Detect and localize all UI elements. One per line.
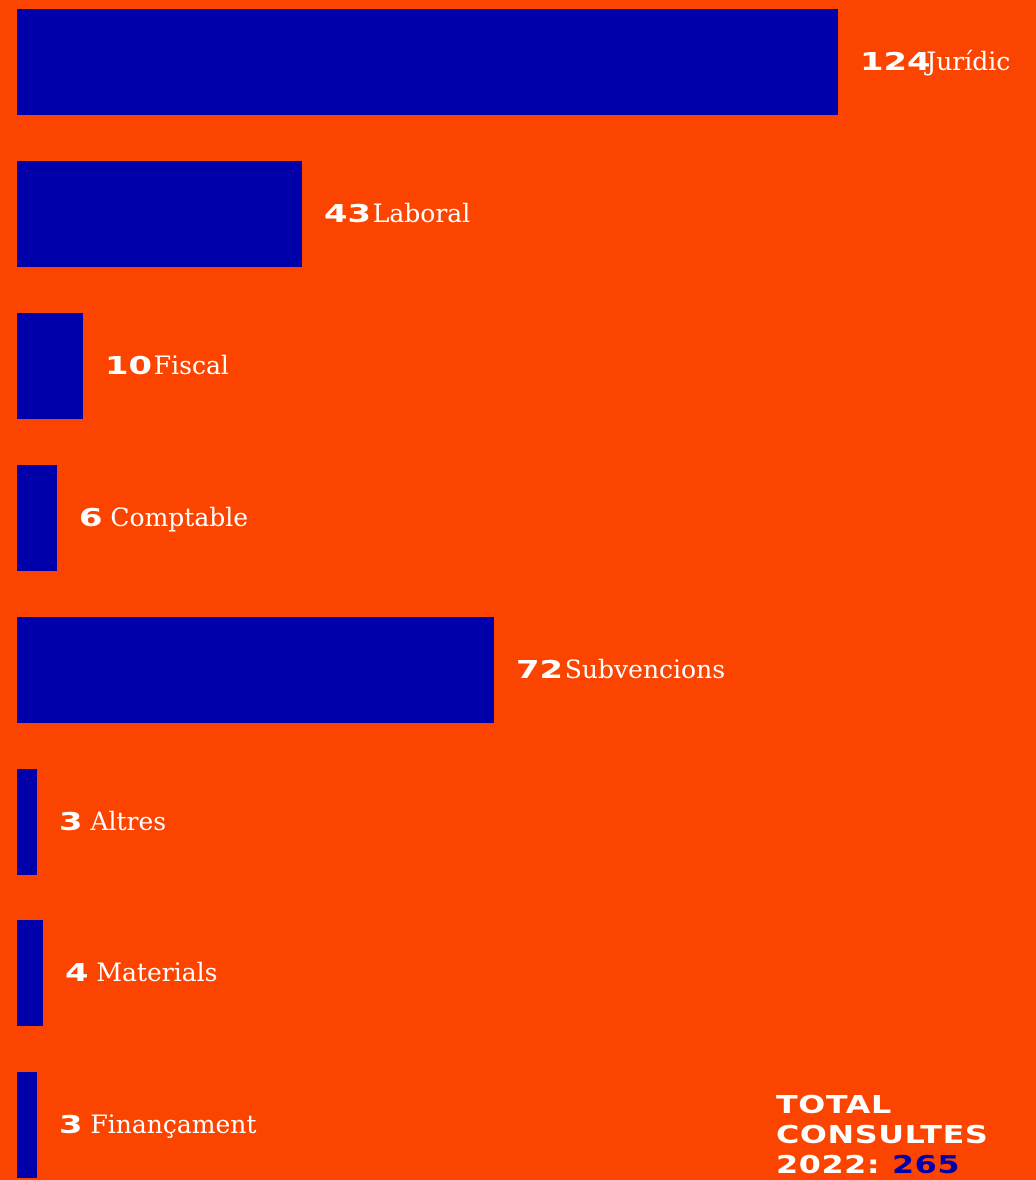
- bar-category: Fiscal: [153, 351, 229, 380]
- bar-value: 72: [516, 655, 563, 684]
- bar-category: Laboral: [372, 199, 471, 228]
- bar-fiscal: [17, 313, 83, 419]
- bar-value: 6: [79, 503, 103, 532]
- bar-label-materials: 4 Materials: [65, 958, 217, 988]
- bar-label-finançament: 3 Finançament: [59, 1110, 256, 1140]
- bar-category: Jurídic: [926, 47, 1011, 76]
- bar-value: 43: [324, 199, 371, 228]
- bar-altres: [17, 769, 37, 875]
- bar-laboral: [17, 161, 302, 267]
- bar-category: Subvencions: [564, 655, 726, 684]
- bar-label-jurídic: 124Jurídic: [860, 47, 1010, 77]
- bar-value: 10: [105, 351, 152, 380]
- bar-value: 124: [860, 47, 931, 76]
- total-line-1: TOTAL: [776, 1090, 892, 1119]
- bar-category: Finançament: [90, 1110, 257, 1139]
- total-line-2: CONSULTES: [776, 1120, 989, 1149]
- total-value: 265: [891, 1150, 961, 1179]
- bar-category: Materials: [96, 958, 218, 987]
- bar-label-subvencions: 72Subvencions: [516, 655, 725, 685]
- bar-label-comptable: 6 Comptable: [79, 503, 248, 533]
- bar-materials: [17, 920, 43, 1026]
- bar-comptable: [17, 465, 57, 571]
- bar-category: Altres: [90, 807, 167, 836]
- bar-value: 4: [65, 958, 89, 987]
- bar-label-altres: 3 Altres: [59, 807, 166, 837]
- bar-value: 3: [59, 1110, 83, 1139]
- total-line-3: 2022: 265: [776, 1150, 988, 1180]
- bar-value: 3: [59, 807, 83, 836]
- total-year: 2022:: [776, 1150, 881, 1179]
- bar-label-fiscal: 10Fiscal: [105, 351, 229, 381]
- bar-subvencions: [17, 617, 494, 723]
- bar-category: Comptable: [110, 503, 249, 532]
- bar-finançament: [17, 1072, 37, 1178]
- bar-jurídic: [17, 9, 838, 115]
- total-consultes-label: TOTAL CONSULTES 2022: 265: [776, 1090, 988, 1180]
- bar-label-laboral: 43Laboral: [324, 199, 470, 229]
